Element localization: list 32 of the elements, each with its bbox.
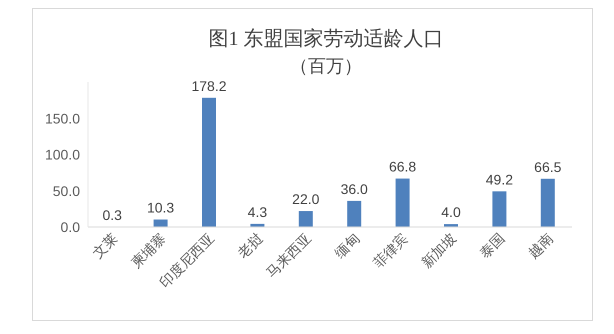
data-label: 178.2: [191, 78, 227, 94]
data-label: 36.0: [340, 180, 368, 197]
x-tick-label: 泰国: [476, 230, 508, 261]
x-tick-label: 菲律宾: [370, 230, 411, 271]
data-label: 0.3: [102, 206, 122, 223]
x-tick-label: 马来西亚: [263, 230, 314, 281]
x-tick-label: 文莱: [89, 230, 120, 261]
data-label: 66.5: [534, 158, 562, 175]
x-tick-label: 新加坡: [418, 230, 460, 271]
data-label: 10.3: [146, 200, 174, 216]
chart-subtitle: （百万）: [290, 56, 362, 76]
data-label: 22.0: [292, 191, 320, 208]
bar: [396, 178, 410, 227]
x-tick-label: 缅甸: [331, 230, 362, 261]
bar: [154, 220, 168, 227]
y-tick-label: 100.0: [44, 146, 80, 162]
bar: [347, 200, 362, 227]
bar: [202, 98, 216, 227]
x-tick-label: 越南: [524, 230, 556, 261]
x-tick-label: 柬埔寨: [128, 230, 169, 271]
x-tick-label: 老挝: [234, 230, 266, 261]
bar: [298, 211, 313, 227]
data-label: 49.2: [486, 171, 514, 188]
data-label: 4.3: [248, 204, 268, 220]
data-label: 4.0: [441, 204, 461, 220]
bar: [492, 191, 506, 227]
data-label: 66.8: [388, 158, 416, 175]
y-tick-label: 50.0: [52, 182, 80, 199]
y-tick-label: 150.0: [44, 110, 80, 126]
chart-title: 图1 东盟国家劳动适龄人口: [208, 28, 444, 50]
bar: [540, 178, 555, 227]
y-tick-label: 0.0: [60, 219, 80, 235]
